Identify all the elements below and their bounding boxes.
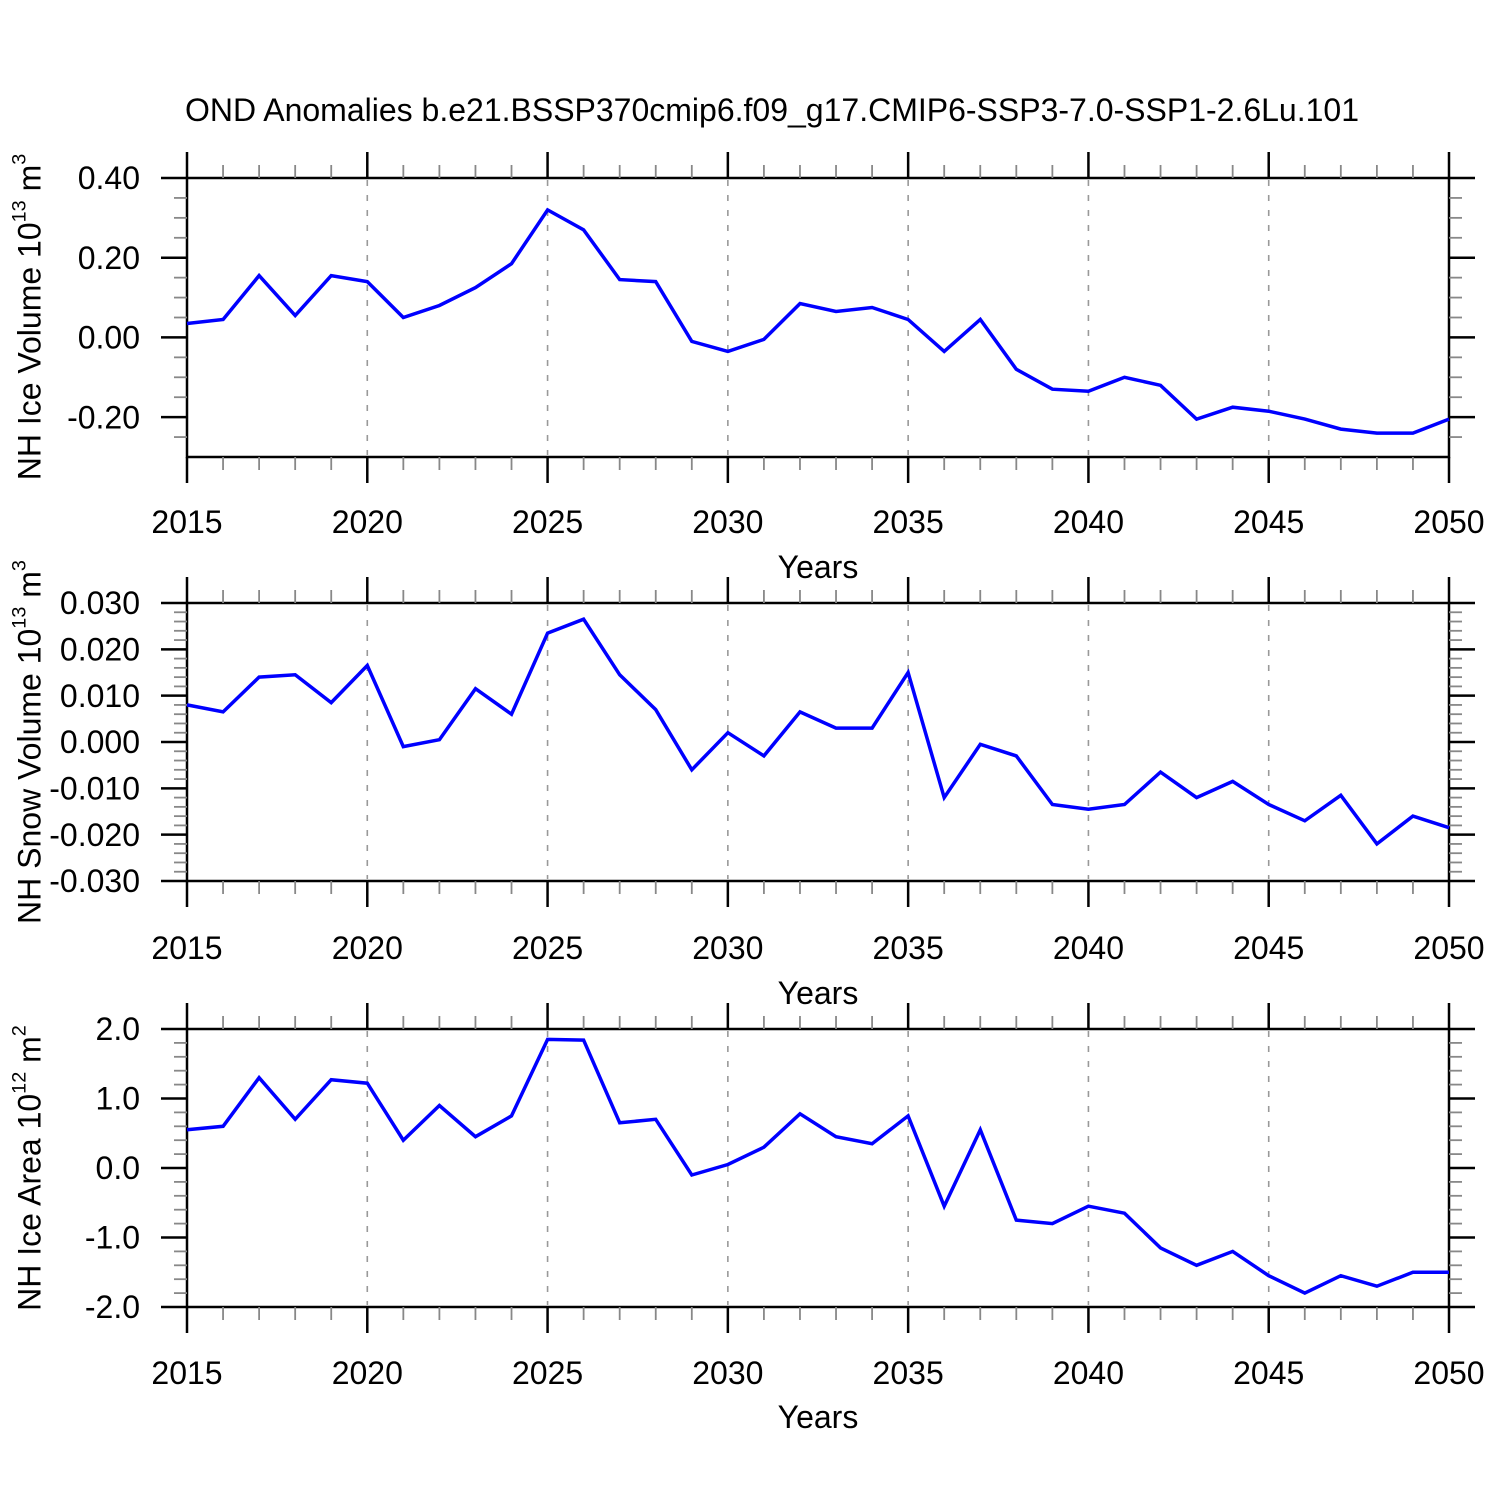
x-axis-title: Years (778, 975, 859, 1011)
x-tick-label-2045: 2045 (1233, 1355, 1304, 1391)
nh-ice-volume-panel: 0.40 0.20 0.00 -0.20 2015 2020 2025 2030 2035 204… (67, 152, 1485, 585)
y-axis-title-snow-volume: NH Snow Volume 1013 m3 (8, 560, 49, 924)
nh-snow-volume-ytick-label: -0.030 (49, 863, 140, 899)
nh-snow-volume-ytick-label: 0.010 (60, 678, 140, 714)
nh-ice-area-ytick-label: 2.0 (96, 1011, 140, 1047)
x-tick-label-2050: 2050 (1413, 930, 1484, 966)
nh-ice-area-ytick-label: 0.0 (96, 1150, 140, 1186)
nh-ice-area-ytick-label: -2.0 (85, 1289, 140, 1325)
x-tick-label-2035: 2035 (873, 930, 944, 966)
nh-snow-volume-ytick-label: -0.020 (49, 817, 140, 853)
nh-ice-volume-frame (185, 176, 1451, 459)
nh-ice-area-ytick-label: -1.0 (85, 1220, 140, 1256)
y-axis-title-ice-volume: NH Ice Volume 1013 m3 (8, 153, 49, 481)
nh-ice-area-panel: 2.0 1.0 0.0 -1.0 -2.0 2015 2020 2025 2030 2035 204… (85, 1003, 1485, 1435)
x-tick-label-2050: 2050 (1413, 504, 1484, 540)
x-tick-label-2015: 2015 (151, 504, 222, 540)
x-tick-label-2045: 2045 (1233, 930, 1304, 966)
y-axis-title-unit: m (11, 164, 48, 201)
y-axis-title-text: NH Ice Area 10 (11, 1093, 48, 1311)
x-tick-label-2040: 2040 (1053, 930, 1124, 966)
x-tick-label-2015: 2015 (151, 1355, 222, 1391)
x-tick-label-2025: 2025 (512, 1355, 583, 1391)
x-axis-title: Years (778, 1399, 859, 1435)
x-tick-label-2035: 2035 (873, 504, 944, 540)
x-tick-label-2050: 2050 (1413, 1355, 1484, 1391)
x-tick-label-2045: 2045 (1233, 504, 1304, 540)
x-tick-label-2040: 2040 (1053, 1355, 1124, 1391)
nh-ice-volume-ytick-label: 0.20 (78, 240, 140, 276)
x-tick-label-2040: 2040 (1053, 504, 1124, 540)
nh-ice-area-line (186, 1037, 1449, 1296)
x-tick-label-2030: 2030 (692, 930, 763, 966)
x-tick-label-2020: 2020 (332, 930, 403, 966)
nh-snow-volume-ytick-label: 0.030 (60, 585, 140, 621)
y-axis-title-ice-area: NH Ice Area 1012 m2 (8, 1025, 49, 1311)
y-axis-title-unit-exponent: 3 (8, 153, 31, 165)
y-axis-title-unit: m (11, 571, 48, 607)
x-tick-label-2015: 2015 (151, 930, 222, 966)
y-axis-title-unit: m (11, 1036, 48, 1072)
y-axis-title-text: NH Ice Volume 10 (11, 222, 48, 481)
x-tick-label-2030: 2030 (692, 504, 763, 540)
x-tick-label-2020: 2020 (332, 1355, 403, 1391)
y-axis-title-text: NH Snow Volume 10 (11, 628, 48, 924)
nh-snow-volume-panel: 0.030 0.020 0.010 0.000 -0.010 -0.020 -0.030 20… (49, 577, 1485, 1011)
nh-snow-volume-line (186, 617, 1450, 847)
y-axis-title-exponent: 13 (8, 200, 31, 223)
x-tick-label-2025: 2025 (512, 930, 583, 966)
y-axis-title-exponent: 13 (8, 606, 31, 629)
nh-ice-volume-ytick-label: 0.40 (78, 160, 140, 196)
x-tick-label-2030: 2030 (692, 1355, 763, 1391)
nh-snow-volume-ytick-label: 0.000 (60, 724, 140, 760)
y-axis-title-unit-exponent: 3 (8, 560, 31, 572)
x-tick-label-2035: 2035 (873, 1355, 944, 1391)
y-axis-title-unit-exponent: 2 (8, 1025, 31, 1037)
nh-ice-volume-ytick-label: -0.20 (67, 399, 140, 435)
x-tick-label-2020: 2020 (332, 504, 403, 540)
nh-ice-area-frame (185, 1027, 1451, 1309)
figure-title: OND Anomalies b.e21.BSSP370cmip6.f09_g17… (185, 92, 1359, 128)
nh-snow-volume-ytick-label: 0.020 (60, 632, 140, 668)
nh-ice-area-ytick-label: 1.0 (96, 1081, 140, 1117)
x-tick-label-2025: 2025 (512, 504, 583, 540)
x-axis-title: Years (778, 549, 859, 585)
y-axis-title-exponent: 12 (8, 1071, 31, 1094)
nh-snow-volume-ytick-label: -0.010 (49, 771, 140, 807)
nh-snow-volume-frame (185, 601, 1451, 883)
nh-ice-volume-line (186, 207, 1450, 435)
nh-ice-volume-ytick-label: 0.00 (78, 320, 140, 356)
